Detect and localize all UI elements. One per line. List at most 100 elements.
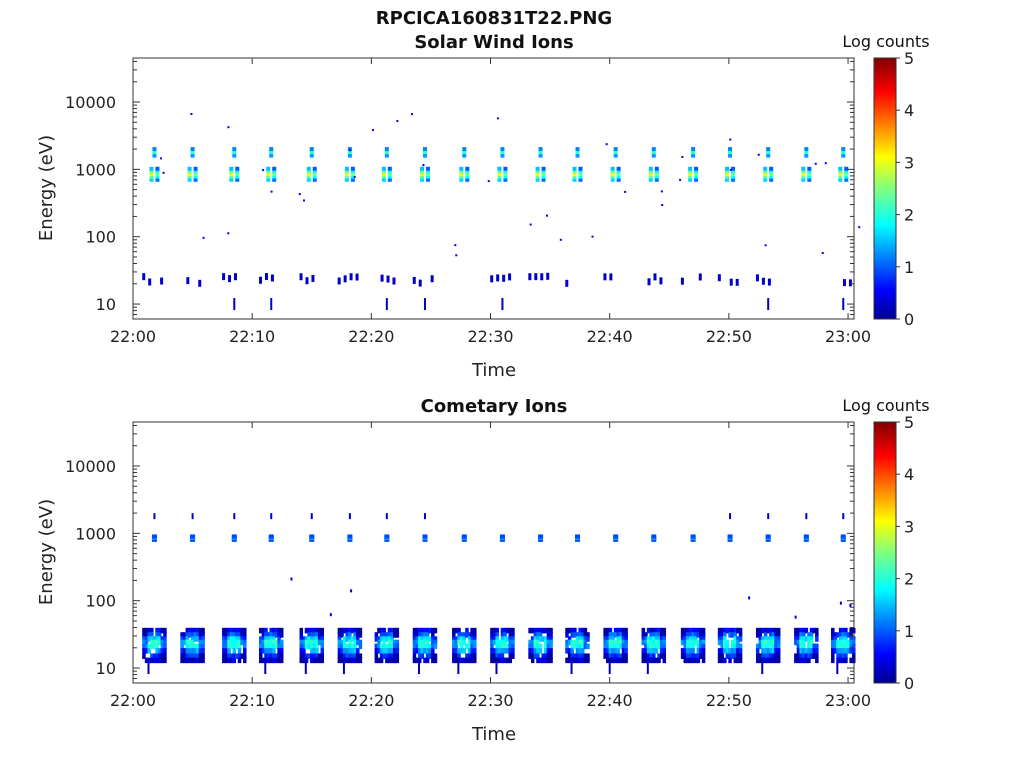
spectrogram-cell (603, 639, 607, 646)
spectrogram-cell (462, 150, 467, 155)
spectrogram-cell (652, 632, 656, 638)
spectrogram-cell (831, 639, 835, 646)
spectrogram-cell (794, 615, 797, 619)
spectrogram-cell (385, 632, 389, 638)
spectrogram-cell (425, 643, 430, 650)
spectrogram-cell (344, 166, 349, 171)
spectrogram-cell (538, 648, 543, 654)
spectrogram-cell (578, 643, 582, 650)
spectrogram-cell (277, 632, 281, 638)
spectrogram-cell (304, 627, 309, 634)
spectrogram-cell (222, 632, 226, 638)
spectrogram-cell (836, 639, 840, 646)
spectrogram-cell (801, 177, 806, 182)
spectrogram-cell (838, 169, 843, 174)
spectrogram-cell (379, 632, 384, 638)
spectrogram-cell (771, 636, 776, 642)
spectrogram-cell (796, 639, 801, 646)
spectrogram-cell (392, 643, 397, 650)
spectrogram-cell (570, 639, 575, 646)
spectrogram-cell (142, 273, 146, 281)
spectrogram-cell (536, 639, 540, 646)
spectrogram-cell (755, 643, 760, 650)
spectrogram-cell (691, 657, 695, 664)
spectrogram-cell (657, 639, 661, 646)
spectrogram-cell (844, 657, 848, 664)
spectrogram-cell (431, 639, 435, 646)
spectrogram-cell (412, 276, 416, 284)
spectrogram-cell (725, 174, 730, 179)
spectrogram-cell (776, 639, 781, 646)
spectrogram-cell (586, 653, 590, 659)
spectrogram-cell (302, 636, 306, 642)
spectrogram-cell (144, 648, 149, 654)
colorbar (873, 421, 897, 684)
spectrogram-cell (799, 636, 803, 642)
spectrogram-cell (279, 653, 284, 659)
spectrogram-cell (274, 627, 279, 634)
spectrogram-cell (264, 627, 268, 634)
spectrogram-cell (356, 653, 360, 659)
spectrogram-cell (844, 653, 848, 659)
spectrogram-cell (144, 639, 149, 646)
y-tick-label: 100 (85, 228, 116, 247)
spectrogram-cell (849, 657, 853, 664)
spectrogram-cell (395, 653, 400, 659)
spectrogram-cell (696, 653, 701, 659)
spectrogram-cell (842, 513, 845, 520)
spectrogram-cell (340, 632, 344, 638)
spectrogram-cell (419, 174, 424, 179)
spectrogram-cell (462, 147, 467, 152)
spectrogram-cell (610, 166, 615, 171)
spectrogram-cell (763, 174, 768, 179)
spectrogram-cell (801, 636, 806, 642)
spectrogram-cell (186, 277, 190, 285)
spectrogram-cell (266, 169, 271, 174)
spectrogram-cell (766, 639, 770, 646)
spectrogram-cell (727, 534, 733, 539)
spectrogram-cell (838, 636, 843, 642)
spectrogram-cell (420, 648, 425, 654)
spectrogram-cell (268, 534, 274, 539)
spectrogram-cell (535, 172, 540, 177)
spectrogram-cell (261, 648, 266, 654)
spectrogram-cell (681, 155, 684, 158)
spectrogram-cell (264, 648, 268, 654)
spectrogram-cell (844, 166, 849, 171)
spectrogram-cell (457, 657, 461, 664)
spectrogram-cell (844, 627, 848, 634)
spectrogram-cell (774, 636, 778, 642)
spectrogram-cell (831, 643, 835, 650)
spectrogram-cell (688, 653, 693, 659)
spectrogram-cell (538, 636, 543, 642)
spectrogram-cell (350, 627, 355, 634)
spectrogram-cell (310, 657, 314, 664)
spectrogram-cell (549, 639, 553, 646)
spectrogram-cell (304, 643, 309, 650)
spectrogram-cell (794, 632, 798, 638)
spectrogram-cell (415, 636, 419, 642)
spectrogram-cell (422, 153, 427, 158)
spectrogram-cell (841, 150, 846, 155)
spectrogram-cell (841, 636, 846, 642)
y-tick-label: 100 (85, 592, 116, 611)
spectrogram-cell (508, 632, 513, 638)
spectrogram-cell (312, 636, 317, 642)
spectrogram-cell (624, 648, 628, 654)
spectrogram-cell (581, 636, 585, 642)
spectrogram-cell (624, 657, 628, 664)
spectrogram-cell (763, 166, 768, 171)
spectrogram-cell (776, 632, 781, 638)
spectrogram-cell (686, 636, 690, 642)
spectrogram-cell (755, 657, 760, 664)
spectrogram-cell (382, 627, 386, 634)
spectrogram-cell (654, 639, 659, 646)
spectrogram-cell (415, 627, 419, 634)
spectrogram-cell (227, 232, 230, 235)
spectrogram-cell (459, 657, 464, 664)
spectrogram-cell (649, 657, 653, 664)
spectrogram-cell (180, 643, 184, 650)
colorbar-tick-label: 4 (904, 465, 914, 484)
spectrogram-cell (433, 627, 438, 634)
spectrogram-cell (621, 627, 626, 634)
